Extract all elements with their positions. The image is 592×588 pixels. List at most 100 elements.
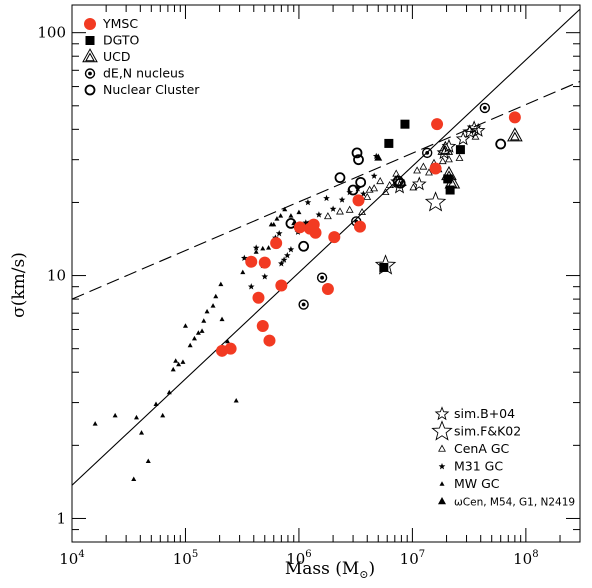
data-point-filled-square bbox=[445, 185, 455, 195]
data-point-open-triangle bbox=[409, 183, 418, 191]
data-point-red-circle bbox=[293, 221, 306, 234]
data-point-red-circle bbox=[224, 342, 237, 355]
data-point-open-triangle bbox=[455, 153, 464, 161]
data-point-open-triangle bbox=[385, 180, 394, 189]
data-point-nested-triangle-inner bbox=[510, 131, 520, 141]
data-point-small-star bbox=[278, 260, 285, 267]
data-point-open-circle bbox=[334, 172, 346, 184]
data-point-open-star-small bbox=[462, 124, 478, 139]
data-point-dotted-circle-ring bbox=[421, 147, 433, 159]
data-point-filled-triangle bbox=[282, 206, 288, 212]
data-point-red-circle bbox=[321, 283, 334, 296]
data-point-filled-triangle bbox=[145, 458, 151, 463]
data-point-open-triangle bbox=[438, 157, 447, 165]
data-point-open-circle bbox=[351, 147, 363, 159]
data-point-red-circle bbox=[270, 237, 283, 250]
legend-label: sim.B+04 bbox=[454, 406, 515, 421]
legend-label: DGTO bbox=[103, 33, 140, 48]
data-point-filled-triangle-large bbox=[374, 153, 383, 161]
data-point-red-circle bbox=[431, 118, 444, 131]
legend-label: YMSC bbox=[102, 16, 138, 31]
data-markers bbox=[92, 102, 523, 481]
data-point-open-triangle bbox=[413, 166, 422, 174]
data-point-small-star bbox=[240, 254, 248, 261]
data-point-small-star bbox=[323, 194, 330, 202]
data-point-filled-triangle bbox=[271, 221, 277, 227]
x-tick-label: 105 bbox=[173, 549, 198, 568]
y-tick-label: 10 bbox=[47, 267, 66, 285]
data-point-dotted-circle bbox=[316, 272, 328, 283]
data-point-dotted-circle bbox=[298, 299, 309, 310]
legend-marker-filled-square bbox=[85, 36, 95, 45]
data-point-red-circle bbox=[263, 334, 276, 347]
data-point-small-star bbox=[329, 205, 337, 212]
data-point-open-circle bbox=[394, 177, 406, 189]
legend-label: sim.F&K02 bbox=[454, 424, 521, 439]
y-tick-label: 100 bbox=[37, 24, 66, 42]
data-point-red-circle bbox=[353, 220, 366, 233]
legend-marker-nested-triangle-inner bbox=[85, 52, 95, 62]
data-point-red-circle bbox=[275, 279, 288, 292]
data-point-dotted-circle-ring bbox=[298, 299, 309, 310]
data-point-filled-triangle bbox=[201, 318, 207, 323]
data-point-filled-triangle bbox=[195, 330, 201, 335]
data-point-filled-square bbox=[455, 145, 465, 155]
data-point-small-star bbox=[304, 198, 312, 206]
data-point-filled-triangle bbox=[92, 421, 98, 426]
legend-bottom: sim.B+04 sim.F&K02 CenA GC M31 GC MW GC ωCen,… bbox=[431, 406, 575, 509]
legend-marker-filled-triangle-large bbox=[438, 497, 446, 505]
legend-label: M31 GC bbox=[454, 459, 503, 474]
legend-marker-nested-triangle bbox=[82, 48, 98, 63]
legend-marker-filled-triangle bbox=[439, 481, 445, 486]
data-point-nested-triangle bbox=[507, 127, 523, 142]
data-point-dotted-circle-dot bbox=[320, 275, 324, 280]
data-point-filled-triangle bbox=[260, 245, 266, 251]
data-point-open-triangle bbox=[336, 207, 344, 215]
data-point-dotted-circle bbox=[479, 102, 491, 114]
data-point-open-triangle bbox=[363, 192, 372, 200]
data-point-small-star bbox=[280, 256, 288, 263]
data-point-filled-triangle bbox=[131, 476, 137, 481]
legend-marker-dotted-circle-ring bbox=[84, 68, 96, 79]
data-point-small-star bbox=[283, 251, 291, 259]
legend-label: ωCen, M54, G1, N2419 bbox=[454, 497, 575, 509]
axis-ticks bbox=[71, 5, 581, 543]
data-point-filled-triangle bbox=[160, 412, 166, 418]
data-point-red-circle bbox=[256, 319, 269, 332]
data-point-red-circle bbox=[352, 194, 365, 207]
data-point-filled-triangle bbox=[166, 389, 172, 395]
data-point-filled-triangle bbox=[180, 359, 186, 364]
data-point-open-star-small bbox=[411, 176, 427, 191]
data-point-open-triangle bbox=[419, 162, 428, 170]
data-point-filled-triangle bbox=[253, 249, 259, 254]
data-point-open-triangle bbox=[345, 205, 354, 213]
data-point-small-star bbox=[302, 219, 310, 226]
data-point-filled-triangle bbox=[266, 245, 272, 250]
data-point-nested-triangle-outer bbox=[507, 127, 523, 142]
legend-marker-open-triangle bbox=[438, 444, 446, 452]
data-point-small-star bbox=[275, 230, 283, 237]
data-point-filled-triangle bbox=[240, 269, 246, 275]
legend-label: Nuclear Cluster bbox=[103, 82, 200, 97]
x-tick-label: 107 bbox=[400, 549, 425, 568]
data-point-open-star-small bbox=[436, 145, 452, 160]
y-axis-title: σ(km/s) bbox=[9, 252, 29, 318]
data-point-filled-triangle bbox=[204, 308, 210, 314]
x-axis-title: Mass (M⊙) bbox=[285, 559, 375, 581]
data-point-small-star bbox=[252, 244, 260, 251]
data-point-red-circle bbox=[328, 231, 341, 244]
data-point-filled-triangle bbox=[278, 213, 284, 218]
tick-labels: 104 105 106 107 108 1 10 100 bbox=[37, 24, 538, 568]
data-point-filled-triangle bbox=[219, 316, 225, 322]
legend-marker-open-star-large bbox=[431, 420, 453, 441]
data-point-red-circle bbox=[245, 255, 258, 268]
x-tick-label: 106 bbox=[286, 549, 311, 568]
data-point-nested-triangle-inner bbox=[440, 145, 451, 154]
data-point-small-star bbox=[370, 172, 378, 179]
data-point-filled-triangle bbox=[133, 414, 139, 420]
data-point-filled-triangle bbox=[170, 366, 176, 372]
data-point-red-circle bbox=[429, 162, 442, 175]
legend-marker-small-star bbox=[438, 463, 446, 470]
legend-label: CenA GC bbox=[454, 441, 510, 456]
